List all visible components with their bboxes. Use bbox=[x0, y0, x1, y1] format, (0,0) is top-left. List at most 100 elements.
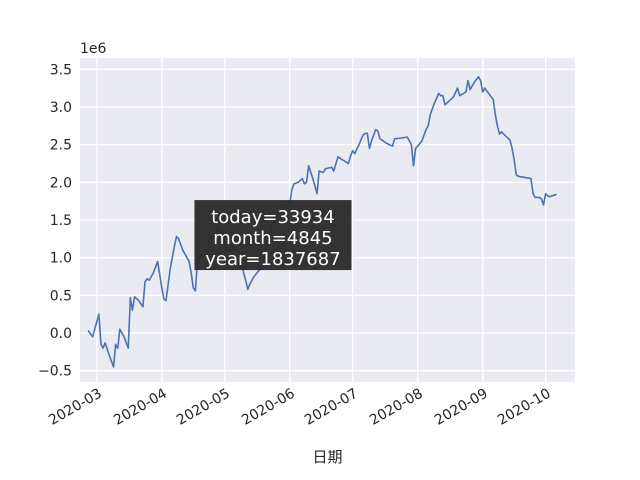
data-point bbox=[498, 133, 501, 135]
y-tick-label: 1.0 bbox=[50, 251, 72, 267]
data-point bbox=[396, 138, 398, 140]
data-point bbox=[123, 336, 125, 338]
data-point bbox=[530, 177, 532, 180]
data-point bbox=[104, 342, 106, 344]
data-point bbox=[370, 140, 373, 142]
data-point bbox=[186, 257, 188, 259]
data-point bbox=[133, 296, 136, 298]
data-point bbox=[486, 90, 488, 92]
data-point bbox=[163, 298, 165, 300]
data-point bbox=[417, 145, 419, 147]
data-point bbox=[102, 347, 104, 349]
data-point bbox=[469, 89, 471, 91]
y-axis-ticks: −0.5 0.0 0.5 1.0 1.5 2.0 2.5 3.0 3.5 bbox=[38, 62, 72, 379]
data-point bbox=[100, 343, 102, 345]
data-point bbox=[412, 165, 415, 167]
data-point bbox=[117, 347, 119, 349]
data-point bbox=[318, 170, 320, 172]
data-point bbox=[515, 174, 517, 176]
y-tick-label: 0.0 bbox=[50, 326, 72, 342]
annotation-line: month=4845 bbox=[213, 228, 332, 249]
data-point bbox=[542, 204, 545, 206]
data-point bbox=[477, 76, 480, 78]
data-point bbox=[347, 162, 350, 165]
data-point bbox=[333, 170, 335, 172]
data-point bbox=[414, 147, 417, 150]
data-point bbox=[442, 95, 444, 97]
data-point bbox=[500, 131, 503, 133]
data-point bbox=[192, 287, 194, 289]
data-point bbox=[429, 113, 431, 116]
data-point bbox=[513, 159, 515, 161]
data-point bbox=[96, 321, 98, 323]
data-point bbox=[305, 181, 308, 183]
data-point bbox=[243, 272, 245, 274]
data-point bbox=[494, 113, 496, 116]
data-point bbox=[152, 272, 155, 274]
data-point bbox=[484, 87, 486, 89]
data-point bbox=[127, 347, 129, 349]
data-point bbox=[324, 168, 326, 170]
data-point bbox=[119, 328, 121, 330]
data-point bbox=[131, 309, 134, 312]
data-point bbox=[349, 155, 352, 157]
data-point bbox=[394, 138, 396, 140]
data-point bbox=[547, 195, 549, 197]
data-point bbox=[98, 313, 100, 315]
data-point bbox=[358, 144, 360, 146]
data-point bbox=[112, 366, 115, 368]
data-point bbox=[249, 283, 251, 285]
data-point bbox=[190, 272, 192, 274]
data-point bbox=[364, 132, 366, 134]
data-point bbox=[144, 281, 146, 283]
data-point bbox=[169, 268, 171, 270]
annotation-line: today=33934 bbox=[211, 207, 335, 228]
data-point bbox=[456, 87, 459, 89]
data-point bbox=[148, 279, 150, 281]
data-point bbox=[161, 287, 163, 289]
data-point bbox=[194, 290, 196, 292]
y-tick-label: −0.5 bbox=[38, 364, 72, 380]
data-point bbox=[459, 95, 461, 97]
data-point bbox=[425, 128, 427, 131]
data-point bbox=[165, 300, 167, 302]
data-point bbox=[480, 80, 482, 82]
data-point bbox=[115, 343, 117, 345]
data-point bbox=[496, 125, 498, 127]
data-point bbox=[341, 159, 343, 161]
data-point bbox=[146, 278, 148, 280]
data-point bbox=[297, 181, 299, 183]
x-axis-label: 日期 bbox=[312, 448, 342, 466]
data-point bbox=[379, 138, 381, 140]
data-point bbox=[421, 140, 423, 142]
data-point bbox=[175, 235, 178, 238]
y-tick-label: 0.5 bbox=[50, 288, 72, 304]
data-point bbox=[385, 142, 387, 144]
data-point bbox=[467, 80, 469, 82]
data-point bbox=[108, 355, 110, 357]
data-point bbox=[322, 171, 324, 174]
data-point bbox=[440, 95, 442, 97]
annotation-line: year=1837687 bbox=[205, 249, 340, 270]
data-point bbox=[482, 91, 484, 93]
data-point bbox=[368, 147, 371, 150]
data-point bbox=[177, 238, 180, 240]
y-tick-label: 2.5 bbox=[50, 138, 72, 154]
data-point bbox=[444, 104, 446, 106]
y-tick-label: 2.0 bbox=[50, 175, 72, 191]
data-point bbox=[540, 198, 543, 200]
data-point bbox=[91, 336, 94, 338]
data-point bbox=[452, 96, 454, 98]
data-point bbox=[316, 193, 318, 195]
data-point bbox=[157, 260, 159, 263]
data-point bbox=[492, 98, 494, 101]
data-point bbox=[257, 270, 259, 272]
data-point bbox=[303, 183, 306, 185]
data-point bbox=[362, 134, 364, 136]
data-point bbox=[337, 156, 339, 158]
data-point bbox=[142, 306, 144, 308]
y-tick-label: 3.0 bbox=[50, 100, 72, 116]
data-point bbox=[438, 92, 440, 95]
data-point bbox=[433, 102, 436, 104]
